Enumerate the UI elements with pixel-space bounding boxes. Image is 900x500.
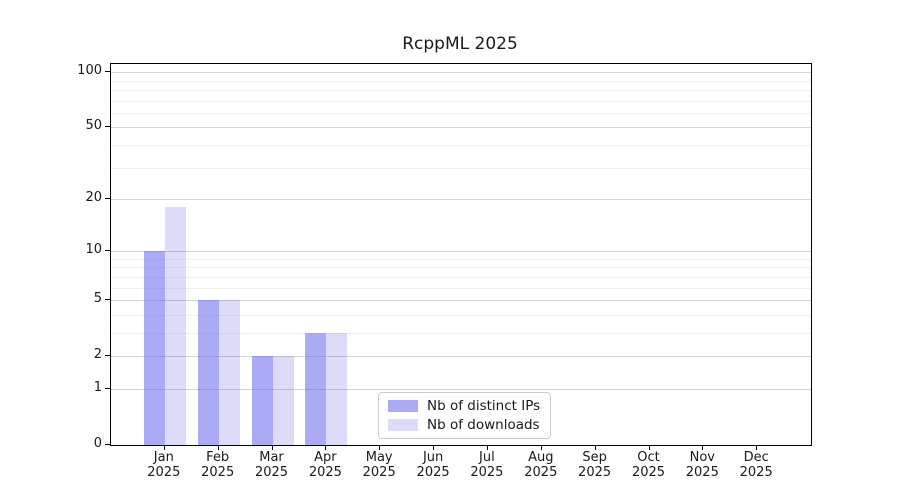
gridline-major <box>111 251 811 253</box>
y-tick-label: 1 <box>93 380 102 395</box>
legend: Nb of distinct IPs Nb of downloads <box>378 392 552 439</box>
y-tick-label: 20 <box>85 190 102 205</box>
y-tick-label: 2 <box>93 347 102 363</box>
bar-jan-downloads <box>164 207 186 445</box>
x-tick-mark <box>702 445 704 450</box>
gridline-minor <box>111 112 811 114</box>
gridline-major <box>111 199 811 200</box>
y-tick-label: 0 <box>93 436 102 451</box>
chart-title: RcppML 2025 <box>402 34 518 54</box>
bar-apr-downloads <box>326 333 348 445</box>
gridline-major <box>111 127 811 129</box>
gridline-minor <box>111 267 811 269</box>
legend-item-downloads: Nb of downloads <box>388 417 540 433</box>
y-tick-mark <box>105 126 110 128</box>
gridline-minor <box>111 167 811 169</box>
x-tick-mark <box>217 445 219 450</box>
x-tick-mark <box>540 445 542 450</box>
gridline-minor <box>111 287 811 289</box>
gridline-major <box>111 72 811 74</box>
x-tick-mark <box>325 445 327 450</box>
bar-mar-downloads <box>272 356 294 445</box>
gridline-minor <box>111 100 811 102</box>
y-tick-label: 5 <box>93 291 102 307</box>
legend-label: Nb of distinct IPs <box>427 398 541 414</box>
gridline-major <box>111 356 811 358</box>
y-tick-label: 50 <box>85 118 102 134</box>
x-tick-mark <box>648 445 650 450</box>
gridline-minor <box>111 80 811 82</box>
x-tick-mark <box>271 445 273 450</box>
x-tick-label-nov: Nov 2025 <box>685 450 719 480</box>
bar-feb-downloads <box>218 300 240 445</box>
y-tick-mark <box>105 444 110 445</box>
x-tick-label-may: May 2025 <box>362 450 396 480</box>
x-tick-mark <box>756 445 758 450</box>
x-tick-label-feb: Feb 2025 <box>201 450 235 480</box>
bar-jan-distinct-ips <box>143 251 165 445</box>
y-tick-mark <box>105 299 110 301</box>
gridline-minor <box>111 314 811 316</box>
y-tick-mark <box>105 250 110 252</box>
gridline-major <box>111 300 811 302</box>
x-tick-label-apr: Apr 2025 <box>308 450 342 480</box>
x-tick-label-aug: Aug 2025 <box>524 450 558 480</box>
y-tick-label: 100 <box>77 63 102 79</box>
x-tick-mark <box>433 445 435 450</box>
legend-label: Nb of downloads <box>427 417 540 433</box>
x-tick-mark <box>594 445 596 450</box>
x-tick-label-mar: Mar 2025 <box>254 450 289 480</box>
bar-apr-distinct-ips <box>305 333 327 445</box>
gridline-minor <box>111 333 811 334</box>
gridline-minor <box>111 258 811 260</box>
bar-mar-distinct-ips <box>251 356 273 445</box>
bar-feb-distinct-ips <box>197 300 219 445</box>
y-tick-mark <box>105 71 110 73</box>
gridline-minor <box>111 144 811 146</box>
legend-item-distinct-ips: Nb of distinct IPs <box>388 398 540 414</box>
gridline-minor <box>111 89 811 91</box>
x-tick-label-jul: Jul 2025 <box>470 450 504 480</box>
x-tick-label-sep: Sep 2025 <box>578 450 612 480</box>
x-tick-label-oct: Oct 2025 <box>631 450 666 480</box>
plot-area <box>110 63 812 446</box>
y-tick-mark <box>105 355 110 357</box>
x-tick-mark <box>486 445 488 450</box>
x-tick-mark <box>163 445 165 450</box>
x-tick-label-dec: Dec 2025 <box>739 450 773 480</box>
legend-swatch-icon <box>388 400 418 412</box>
gridline-minor <box>111 277 811 278</box>
y-tick-mark <box>105 198 110 199</box>
x-tick-label-jan: Jan 2025 <box>147 450 181 480</box>
y-tick-mark <box>105 388 110 389</box>
y-tick-label: 10 <box>85 242 102 258</box>
legend-swatch-icon <box>388 419 418 431</box>
x-tick-label-jun: Jun 2025 <box>416 450 450 480</box>
x-tick-mark <box>379 445 381 450</box>
gridline-major <box>111 389 811 390</box>
